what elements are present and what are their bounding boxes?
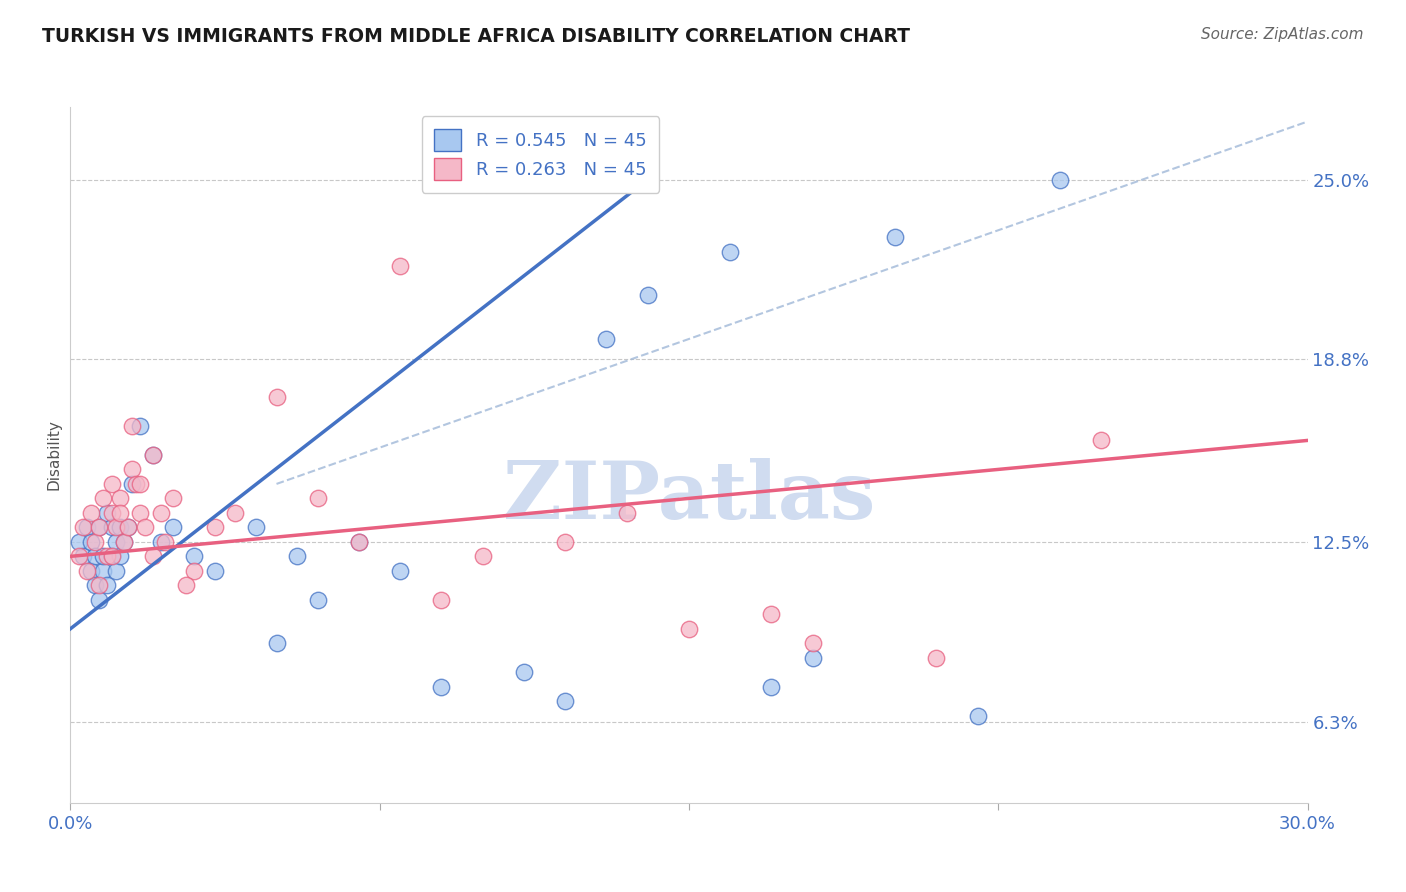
Point <box>84 534 107 549</box>
Text: Source: ZipAtlas.com: Source: ZipAtlas.com <box>1201 27 1364 42</box>
Point <box>285 549 308 564</box>
Point <box>76 520 98 534</box>
Point <box>91 549 114 564</box>
Point <box>204 564 226 578</box>
Point <box>117 520 139 534</box>
Point <box>104 564 127 578</box>
Point <box>129 506 152 520</box>
Point <box>112 534 135 549</box>
Point <box>89 520 111 534</box>
Point <box>100 549 122 564</box>
Point <box>91 491 114 506</box>
Point <box>554 534 576 549</box>
Point <box>678 622 700 636</box>
Point <box>100 549 122 564</box>
Point <box>100 520 122 534</box>
Point <box>89 520 111 534</box>
Point <box>554 694 576 708</box>
Point <box>104 520 127 534</box>
Point <box>80 564 103 578</box>
Point <box>100 506 122 520</box>
Point <box>117 520 139 534</box>
Point <box>150 506 173 520</box>
Point <box>91 564 114 578</box>
Point <box>389 260 412 274</box>
Point <box>104 534 127 549</box>
Point <box>925 651 948 665</box>
Point <box>616 506 638 520</box>
Point <box>96 578 118 592</box>
Point <box>266 390 288 404</box>
Point <box>718 244 741 259</box>
Point <box>966 708 988 723</box>
Point <box>162 520 184 534</box>
Point <box>129 476 152 491</box>
Point <box>84 578 107 592</box>
Point <box>347 534 370 549</box>
Point <box>80 506 103 520</box>
Point <box>108 520 131 534</box>
Point <box>112 534 135 549</box>
Point <box>142 448 165 462</box>
Point <box>347 534 370 549</box>
Point <box>245 520 267 534</box>
Point <box>761 607 783 622</box>
Point <box>430 592 453 607</box>
Point <box>142 549 165 564</box>
Point <box>204 520 226 534</box>
Point <box>1090 434 1112 448</box>
Point <box>307 491 329 506</box>
Point <box>76 564 98 578</box>
Text: TURKISH VS IMMIGRANTS FROM MIDDLE AFRICA DISABILITY CORRELATION CHART: TURKISH VS IMMIGRANTS FROM MIDDLE AFRICA… <box>42 27 910 45</box>
Point <box>121 419 143 434</box>
Point <box>72 520 94 534</box>
Point <box>67 549 90 564</box>
Point <box>84 549 107 564</box>
Point <box>108 506 131 520</box>
Point <box>801 651 824 665</box>
Point <box>96 549 118 564</box>
Point <box>108 549 131 564</box>
Point <box>80 534 103 549</box>
Point <box>224 506 246 520</box>
Point <box>72 549 94 564</box>
Point <box>134 520 156 534</box>
Point <box>389 564 412 578</box>
Point <box>89 578 111 592</box>
Point <box>125 476 148 491</box>
Point <box>96 506 118 520</box>
Point <box>307 592 329 607</box>
Point <box>153 534 176 549</box>
Point <box>513 665 536 680</box>
Point <box>89 592 111 607</box>
Point <box>637 288 659 302</box>
Text: ZIPatlas: ZIPatlas <box>503 458 875 536</box>
Point <box>162 491 184 506</box>
Point <box>142 448 165 462</box>
Point <box>121 462 143 476</box>
Point <box>150 534 173 549</box>
Point <box>1049 172 1071 186</box>
Point <box>801 636 824 650</box>
Point <box>67 534 90 549</box>
Point <box>121 476 143 491</box>
Point <box>595 332 617 346</box>
Point <box>430 680 453 694</box>
Point <box>471 549 494 564</box>
Point <box>100 476 122 491</box>
Point <box>183 564 205 578</box>
Point <box>108 491 131 506</box>
Point <box>174 578 197 592</box>
Point <box>266 636 288 650</box>
Point <box>129 419 152 434</box>
Point <box>884 230 907 244</box>
Y-axis label: Disability: Disability <box>46 419 62 491</box>
Point <box>183 549 205 564</box>
Point <box>761 680 783 694</box>
Legend: R = 0.545   N = 45, R = 0.263   N = 45: R = 0.545 N = 45, R = 0.263 N = 45 <box>422 116 659 193</box>
